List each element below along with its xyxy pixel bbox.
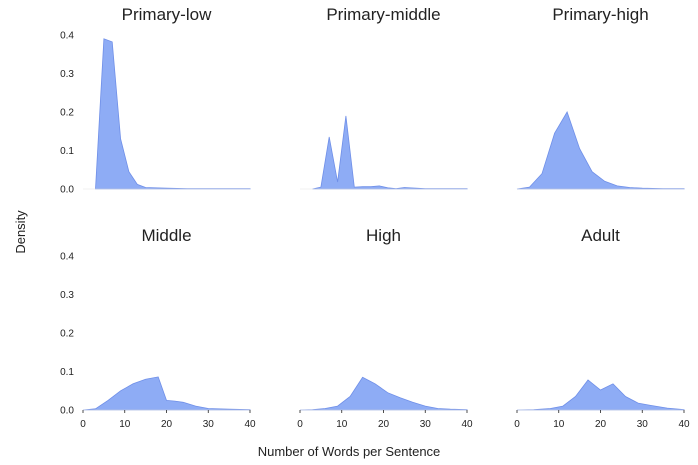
x-tick-label: 30 <box>420 419 432 430</box>
x-tick-label: 0 <box>80 419 86 430</box>
y-tick-label: 0.4 <box>60 252 74 263</box>
x-axis-label: Number of Words per Sentence <box>258 444 441 459</box>
panel-adult: Adult 0 10 20 30 40 <box>514 226 690 430</box>
panels: Primary-low 0.0 0.1 0.2 0.3 0.4 Primary-middle… <box>60 5 690 430</box>
y-tick-label: 0.1 <box>60 367 74 378</box>
x-tick-label: 40 <box>678 419 690 430</box>
density-area <box>82 376 251 411</box>
y-tick-label: 0.2 <box>60 108 74 119</box>
x-tick-label: 40 <box>461 419 473 430</box>
panel-title: Primary-low <box>122 5 212 24</box>
panel-title: Primary-high <box>552 5 648 24</box>
x-tick-label: 30 <box>637 419 649 430</box>
panel-primary-high: Primary-high <box>516 5 685 190</box>
panel-title: Primary-middle <box>326 5 440 24</box>
x-tick-label: 30 <box>203 419 215 430</box>
x-tick-label: 40 <box>244 419 256 430</box>
y-tick-label: 0.0 <box>60 406 74 417</box>
x-tick-label: 0 <box>297 419 303 430</box>
density-area <box>516 379 685 411</box>
panel-middle: Middle 0.0 0.1 0.2 0.3 0.4 0 10 20 30 40 <box>60 226 256 430</box>
panel-primary-middle: Primary-middle <box>300 5 468 190</box>
panel-primary-low: Primary-low 0.0 0.1 0.2 0.3 0.4 <box>60 5 251 196</box>
y-tick-label: 0.0 <box>60 185 74 196</box>
y-tick-label: 0.3 <box>60 290 74 301</box>
x-tick-label: 20 <box>378 419 390 430</box>
x-tick-label: 0 <box>514 419 520 430</box>
x-tick-label: 20 <box>595 419 607 430</box>
y-tick-label: 0.2 <box>60 329 74 340</box>
panel-high: High 0 10 20 30 40 <box>297 226 473 430</box>
density-area <box>299 376 468 411</box>
density-area <box>312 115 468 190</box>
x-tick-label: 10 <box>119 419 131 430</box>
y-tick-label: 0.3 <box>60 69 74 80</box>
x-tick-label: 20 <box>161 419 173 430</box>
y-tick-label: 0.1 <box>60 146 74 157</box>
panel-title: Adult <box>581 226 620 245</box>
density-area <box>95 38 251 190</box>
y-axis-label: Density <box>13 210 28 254</box>
y-tick-label: 0.4 <box>60 31 74 42</box>
density-area <box>516 111 685 190</box>
panel-title: High <box>366 226 401 245</box>
panel-title: Middle <box>141 226 191 245</box>
x-tick-label: 10 <box>553 419 565 430</box>
x-tick-label: 10 <box>336 419 348 430</box>
